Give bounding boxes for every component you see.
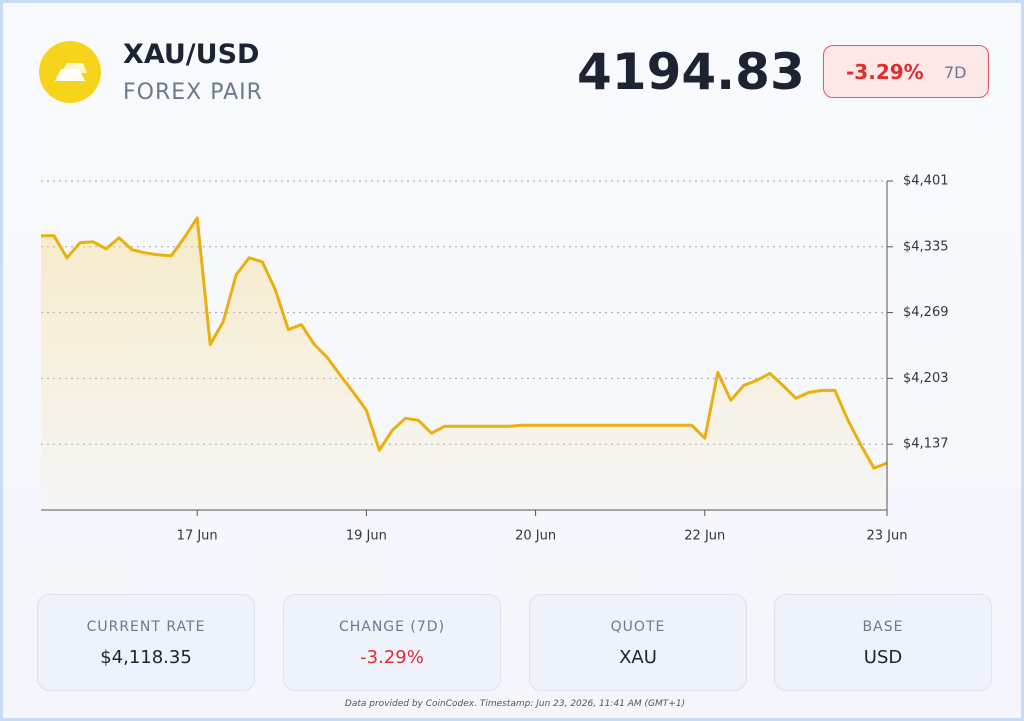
pair-name: XAU/USD <box>123 39 260 70</box>
stat-card: QUOTE XAU <box>529 594 747 691</box>
stat-value: $4,118.35 <box>100 647 192 668</box>
period: 7D <box>944 63 967 82</box>
stat-card: CHANGE (7D) -3.29% <box>283 594 501 691</box>
y-tick-label: $4,401 <box>903 174 949 189</box>
y-tick-label: $4,137 <box>903 437 949 452</box>
stat-card: CURRENT RATE $4,118.35 <box>37 594 255 691</box>
stat-card: BASE USD <box>774 594 992 691</box>
y-tick-label: $4,203 <box>903 371 949 386</box>
area <box>41 217 887 510</box>
x-tick-label: 22 Jun <box>684 529 725 544</box>
stat-value: -3.29% <box>360 647 424 668</box>
price: 4194.83 <box>577 43 805 101</box>
logo-icon <box>55 63 87 81</box>
stat-value: USD <box>863 647 903 668</box>
change-badge: -3.29% 7D <box>823 45 989 98</box>
x-tick-label: 23 Jun <box>867 529 908 544</box>
chart: $4,137 $4,203 $4,269 $4,335 $4,401 17 Jun 19 J… <box>41 174 949 544</box>
stat-label: CHANGE (7D) <box>338 619 446 635</box>
y-tick-label: $4,269 <box>903 305 949 320</box>
x-tick-label: 20 Jun <box>515 529 556 544</box>
stat-value: XAU <box>619 647 657 668</box>
stat-label: CURRENT RATE <box>86 619 206 635</box>
footer: Data provided by CoinCodex. Timestamp: J… <box>344 699 686 709</box>
change: -3.29% <box>846 60 924 84</box>
stat-label: BASE <box>862 619 904 635</box>
pair-kind: FOREX PAIR <box>123 80 263 105</box>
stat-label: QUOTE <box>610 619 666 635</box>
x-tick-label: 19 Jun <box>346 529 387 544</box>
line <box>41 216 888 470</box>
logo <box>39 41 101 103</box>
y-tick-label: $4,335 <box>903 239 949 254</box>
x-tick-label: 17 Jun <box>177 529 218 544</box>
